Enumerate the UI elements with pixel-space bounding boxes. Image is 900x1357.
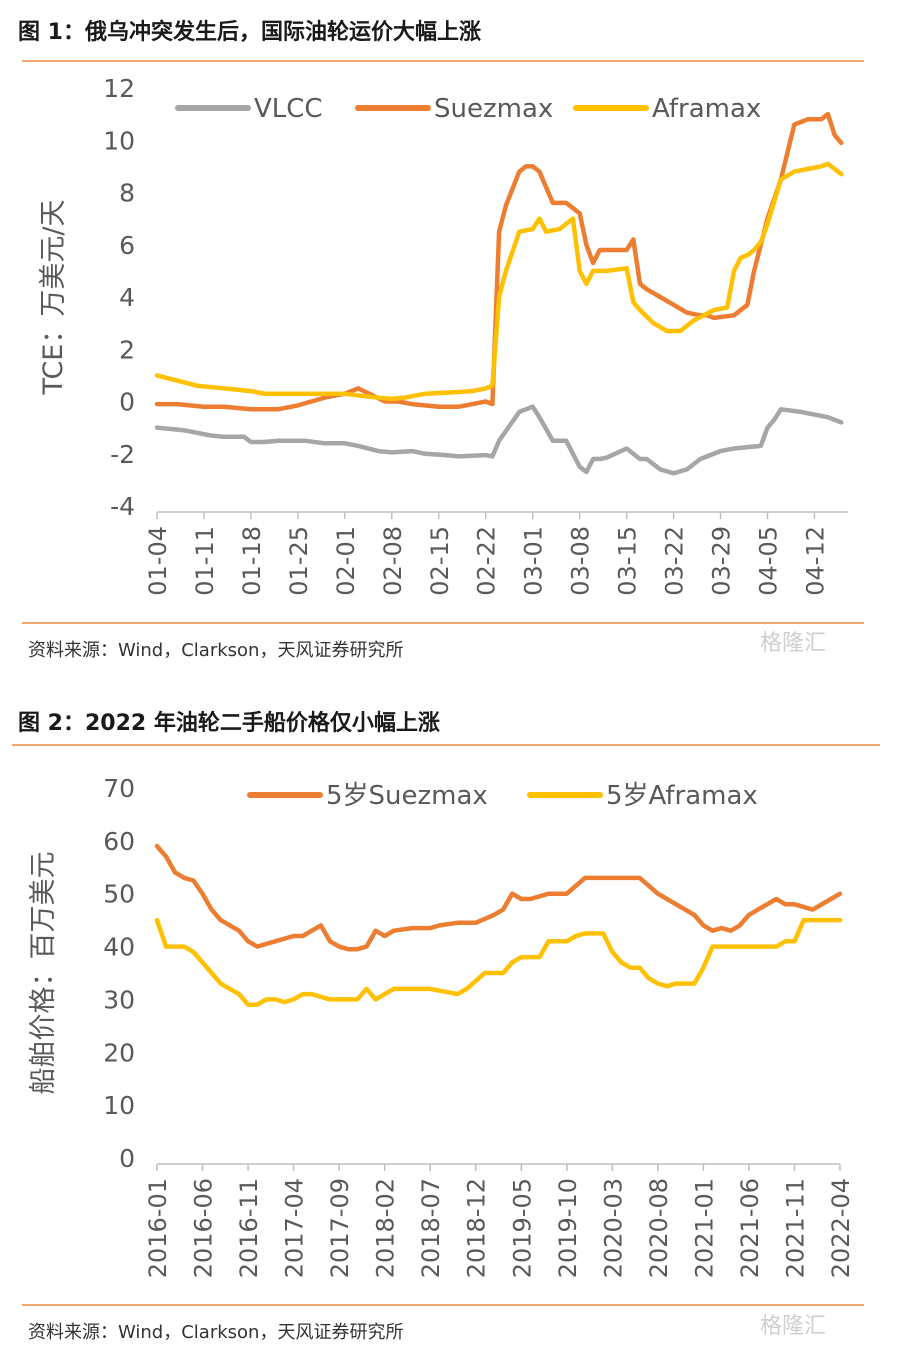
x-tick-label: 2018-12 [463,1178,491,1278]
x-tick-label: 2016-06 [190,1178,218,1278]
x-tick-label: 04-12 [801,526,829,596]
x-tick-label: 02-22 [473,526,501,596]
x-tick-label: 02-15 [426,526,454,596]
x-tick-label: 2018-07 [417,1178,445,1278]
x-tick-label: 2021-01 [690,1178,718,1278]
series-line-2 [154,917,843,1007]
x-tick-label: 03-22 [661,526,689,596]
y-tick-label: -4 [110,492,135,521]
y-tick-label: 2 [119,335,135,364]
x-tick-label: 2021-11 [781,1178,809,1278]
y-tick-label: 10 [103,1091,135,1120]
y-tick-label: 8 [119,179,135,208]
y-tick-label: -2 [110,440,135,469]
series-line-1 [154,404,844,476]
x-tick-label: 01-18 [238,526,266,596]
y-tick-label: 0 [119,1144,135,1173]
figure-1-title: 图 1：俄乌冲突发生后，国际油轮运价大幅上涨 [18,20,481,45]
x-tick-label: 2017-04 [281,1178,309,1278]
legend-label-1: VLCC [254,94,323,124]
y-tick-label: 12 [103,74,135,103]
y-axis-title: 船舶价格：百万美元 [28,852,59,1095]
x-tick-label: 2018-02 [372,1178,400,1278]
figure-2-title: 图 2：2022 年油轮二手船价格仅小幅上涨 [18,711,440,736]
x-tick-label: 2016-11 [235,1178,263,1278]
series-line-3 [154,161,844,402]
x-tick-label: 04-05 [754,526,782,596]
y-tick-label: 70 [103,774,135,803]
figure-2-watermark: 格隆汇 [760,1314,827,1339]
x-tick-label: 2021-06 [736,1178,764,1278]
y-tick-label: 20 [103,1038,135,1067]
legend-label-1: 5岁Suezmax [326,781,488,811]
figure-2-top-rule [12,744,880,746]
x-tick-label: 2016-01 [144,1178,172,1278]
y-tick-label: 50 [103,880,135,909]
legend-label-2: 5岁Aframax [606,781,758,811]
chart-1: -4 -2 0 2 4 6 8 10 12 TCE：万美元/天 01-04 01-11 01-18 01-… [38,74,848,596]
y-tick-label: 6 [119,231,135,260]
x-tick-label: 2019-05 [508,1178,536,1278]
figure-1-watermark: 格隆汇 [760,631,827,656]
y-tick-label: 4 [119,283,135,312]
chart-2: 0 10 20 30 40 50 60 70 船舶价格：百万美元 2016-01 2016-06 20… [28,774,855,1278]
x-tick-label: 2017-09 [326,1178,354,1278]
y-tick-label: 30 [103,985,135,1014]
legend-label-3: Aframax [652,94,761,124]
x-tick-label: 02-08 [379,526,407,596]
y-tick-label: 0 [119,388,135,417]
x-tick-label: 01-25 [285,526,313,596]
figure-1-source: 资料来源：Wind，Clarkson，天风证券研究所 [28,640,404,661]
figure-1-top-rule [22,60,864,62]
x-tick-label: 03-15 [614,526,642,596]
series-line-1 [154,843,843,952]
x-tick-label: 01-04 [144,526,172,596]
figure-1-bottom-rule [22,622,864,624]
y-tick-label: 10 [103,126,135,155]
y-tick-label: 60 [103,827,135,856]
x-tick-label: 03-08 [567,526,595,596]
x-tick-label: 03-29 [708,526,736,596]
x-tick-label: 03-01 [520,526,548,596]
figure-2-bottom-rule [22,1304,864,1306]
y-axis-title: TCE：万美元/天 [38,200,69,396]
figure-2-source: 资料来源：Wind，Clarkson，天风证券研究所 [28,1322,404,1343]
x-tick-label: 2022-04 [827,1178,855,1278]
x-tick-label: 2020-08 [645,1178,673,1278]
x-tick-label: 2020-03 [599,1178,627,1278]
y-tick-label: 40 [103,933,135,962]
x-tick-label: 2019-10 [554,1178,582,1278]
legend-label-2: Suezmax [434,94,553,124]
x-tick-label: 01-11 [191,526,219,596]
x-tick-label: 02-01 [332,526,360,596]
